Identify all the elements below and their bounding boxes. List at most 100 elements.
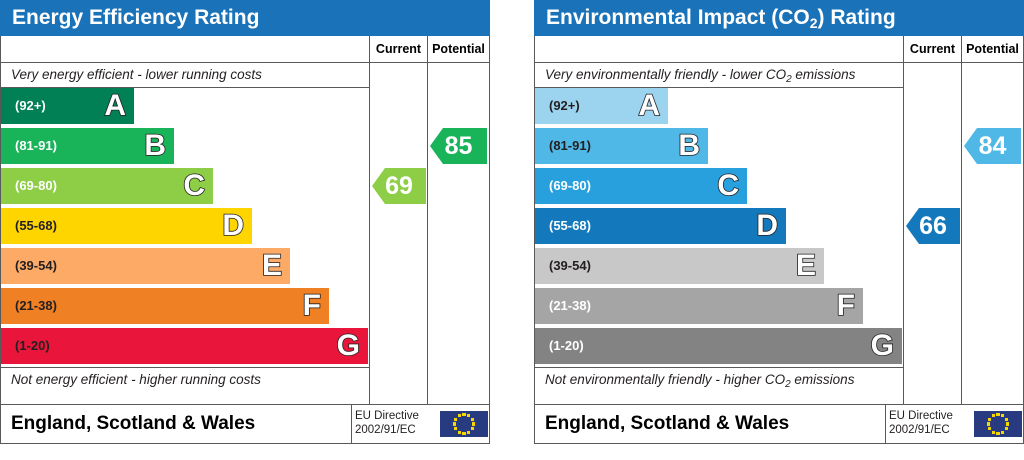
- eu-flag-star: [988, 417, 992, 421]
- column-header-row: Current Potential: [1, 36, 489, 63]
- caption-bottom-text: Not energy efficient - higher running co…: [11, 372, 261, 387]
- rating-band-g: (1-20) G: [1, 328, 368, 364]
- band-range-label: (1-20): [15, 338, 50, 353]
- eu-directive-label: EU Directive 2002/91/EC: [889, 409, 967, 437]
- caption-top-suffix: emissions: [791, 67, 856, 82]
- eu-flag-icon: [973, 410, 1023, 438]
- column-divider-potential: [961, 36, 962, 404]
- band-range-label: (21-38): [15, 298, 57, 313]
- band-letter-label: A: [104, 88, 127, 123]
- band-letter-label: D: [756, 208, 779, 243]
- eu-flag-star: [996, 412, 1000, 417]
- caption-top-divider: [1, 87, 369, 88]
- eu-flag-star: [467, 430, 471, 434]
- page-title-prefix: Environmental Impact (CO: [546, 6, 810, 29]
- co2-subscript: 2: [809, 15, 818, 31]
- caption-bottom: Not environmentally friendly - higher CO…: [545, 372, 855, 390]
- rating-band-e: (39-54) E: [1, 248, 290, 284]
- co2-subscript: 2: [786, 74, 792, 85]
- chart-footer: England, Scotland & Wales EU Directive 200…: [534, 405, 1024, 444]
- eu-flag-star: [986, 422, 991, 426]
- eu-flag-star: [996, 431, 1000, 436]
- caption-top: Very energy efficient - lower running co…: [11, 67, 262, 82]
- eu-flag-star: [1004, 427, 1008, 431]
- band-letter-label: F: [302, 288, 322, 323]
- eu-flag-star: [1004, 417, 1008, 421]
- eu-flag-star: [470, 417, 474, 421]
- rating-band-g: (1-20) G: [535, 328, 902, 364]
- rating-band-d: (55-68) D: [535, 208, 786, 244]
- eu-flag-star: [470, 427, 474, 431]
- rating-band-b: (81-91) B: [535, 128, 708, 164]
- page-title-text: Energy Efficiency Rating: [12, 6, 260, 29]
- current-rating-value: 66: [919, 212, 947, 240]
- band-letter-label: B: [678, 128, 701, 163]
- caption-top-text: Very energy efficient - lower running co…: [11, 67, 262, 82]
- eu-directive-line2: 2002/91/EC: [355, 424, 416, 436]
- potential-rating-value: 84: [978, 132, 1007, 160]
- region-label: England, Scotland & Wales: [11, 413, 256, 434]
- current-rating-marker: 69: [372, 168, 426, 204]
- current-rating-marker: 66: [906, 208, 960, 244]
- caption-top-divider: [535, 87, 903, 88]
- column-header-current: Current: [375, 42, 422, 56]
- caption-bottom-suffix: emissions: [790, 372, 855, 387]
- band-letter-label: F: [836, 288, 856, 323]
- eu-directive-line2: 2002/91/EC: [889, 424, 950, 436]
- column-divider-current: [903, 36, 904, 404]
- rating-band-b: (81-91) B: [1, 128, 174, 164]
- rating-band-f: (21-38) F: [1, 288, 329, 324]
- band-letter-label: G: [336, 328, 361, 363]
- band-range-label: (69-80): [549, 178, 591, 193]
- band-range-label: (1-20): [549, 338, 584, 353]
- chart-footer: England, Scotland & Wales EU Directive 200…: [0, 405, 490, 444]
- eu-flag-star: [462, 412, 466, 417]
- eu-flag-star: [1005, 422, 1010, 426]
- rating-band-d: (55-68) D: [1, 208, 252, 244]
- rating-bands: (92+) A (81-91) B (69-80) C (55-68) D (39-54) E (2…: [1, 88, 369, 367]
- rating-band-a: (92+) A: [535, 88, 668, 124]
- eu-flag-star: [1001, 414, 1005, 418]
- band-range-label: (55-68): [15, 218, 57, 233]
- eu-flag-star: [452, 422, 457, 426]
- band-range-label: (39-54): [15, 258, 57, 273]
- rating-band-a: (92+) A: [1, 88, 134, 124]
- band-letter-label: D: [222, 208, 245, 243]
- band-range-label: (55-68): [549, 218, 591, 233]
- epc-chart-energy-efficiency: Energy Efficiency Rating Current Potential…: [0, 0, 490, 460]
- potential-rating-marker: 84: [964, 128, 1021, 164]
- chart-title-bar: Energy Efficiency Rating: [0, 0, 490, 36]
- page-title-suffix: ) Rating: [817, 6, 896, 29]
- band-letter-label: A: [638, 88, 661, 123]
- caption-bottom-prefix: Not environmentally friendly - higher CO: [545, 372, 786, 387]
- eu-directive-line1: EU Directive: [355, 410, 419, 422]
- eu-flag-star: [454, 417, 458, 421]
- potential-rating-marker: 85: [430, 128, 487, 164]
- eu-flag-star: [462, 431, 466, 436]
- band-range-label: (69-80): [15, 178, 57, 193]
- band-range-label: (92+): [15, 98, 46, 113]
- chart-title-bar: Environmental Impact (CO2) Rating: [534, 0, 1024, 36]
- rating-bands: (92+) A (81-91) B (69-80) C (55-68) D (39-54) E (2…: [535, 88, 903, 367]
- co2-subscript: 2: [785, 379, 791, 390]
- potential-rating-value: 85: [444, 132, 473, 160]
- eu-flag-star: [457, 414, 461, 418]
- caption-top: Very environmentally friendly - lower CO…: [545, 67, 856, 85]
- chart-body: Current Potential Very environmentally fri…: [534, 36, 1024, 405]
- rating-band-f: (21-38) F: [535, 288, 863, 324]
- current-rating-value: 69: [385, 172, 413, 200]
- eu-flag-star: [457, 430, 461, 434]
- column-header-potential: Potential: [966, 42, 1019, 56]
- rating-band-c: (69-80) C: [1, 168, 213, 204]
- band-letter-label: C: [717, 168, 740, 203]
- eu-directive-line1: EU Directive: [889, 410, 953, 422]
- band-letter-label: G: [870, 328, 895, 363]
- caption-bottom: Not energy efficient - higher running co…: [11, 372, 261, 387]
- footer-divider: [351, 405, 352, 443]
- band-letter-label: E: [261, 248, 283, 283]
- eu-directive-label: EU Directive 2002/91/EC: [355, 409, 433, 437]
- epc-chart-environmental-impact: Environmental Impact (CO2) Rating Current…: [534, 0, 1024, 460]
- band-letter-label: C: [183, 168, 206, 203]
- eu-flag-star: [471, 422, 476, 426]
